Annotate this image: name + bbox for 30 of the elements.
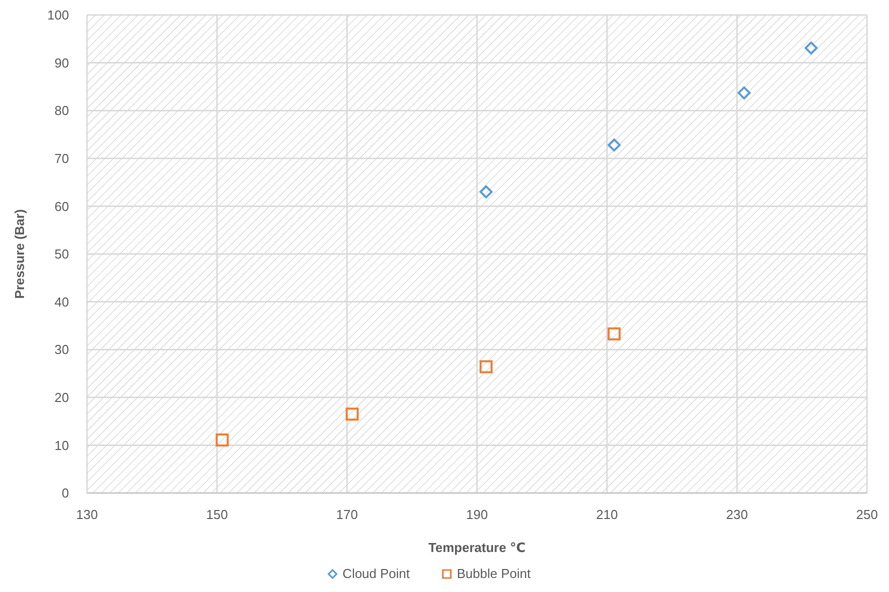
y-tick-label: 10 [54,438,69,453]
x-tick-label: 170 [336,507,358,522]
x-tick-label: 150 [206,507,228,522]
y-tick-label: 40 [54,294,69,310]
y-tick-label: 100 [47,8,69,23]
y-tick-label: 50 [54,246,69,262]
y-tick-label: 0 [62,486,69,501]
y-tick-label: 70 [54,150,69,166]
point [804,41,818,54]
x-tick-label: 210 [596,507,618,522]
y-tick-label: 20 [54,390,69,405]
point [608,327,621,340]
y-tick-label: 30 [54,342,69,358]
legend-label: Bubble Point [456,566,531,581]
y-tick-label: 90 [54,55,69,70]
point [608,138,621,152]
y-tick-label: 80 [54,103,69,118]
point [738,86,751,100]
x-tick-label: 190 [466,507,488,522]
point [216,433,229,446]
y-axis-title: Pressure (Bar) [12,209,27,299]
point [480,360,493,374]
point [346,408,359,421]
x-tick-label: 130 [76,507,98,522]
x-tick-label: 250 [856,507,878,522]
y-tick-label: 60 [54,198,69,214]
legend-label: Cloud Point [342,566,410,581]
point [480,185,493,198]
x-tick-label: 230 [726,507,748,522]
x-axis-title: Temperature ℃ [428,540,526,555]
